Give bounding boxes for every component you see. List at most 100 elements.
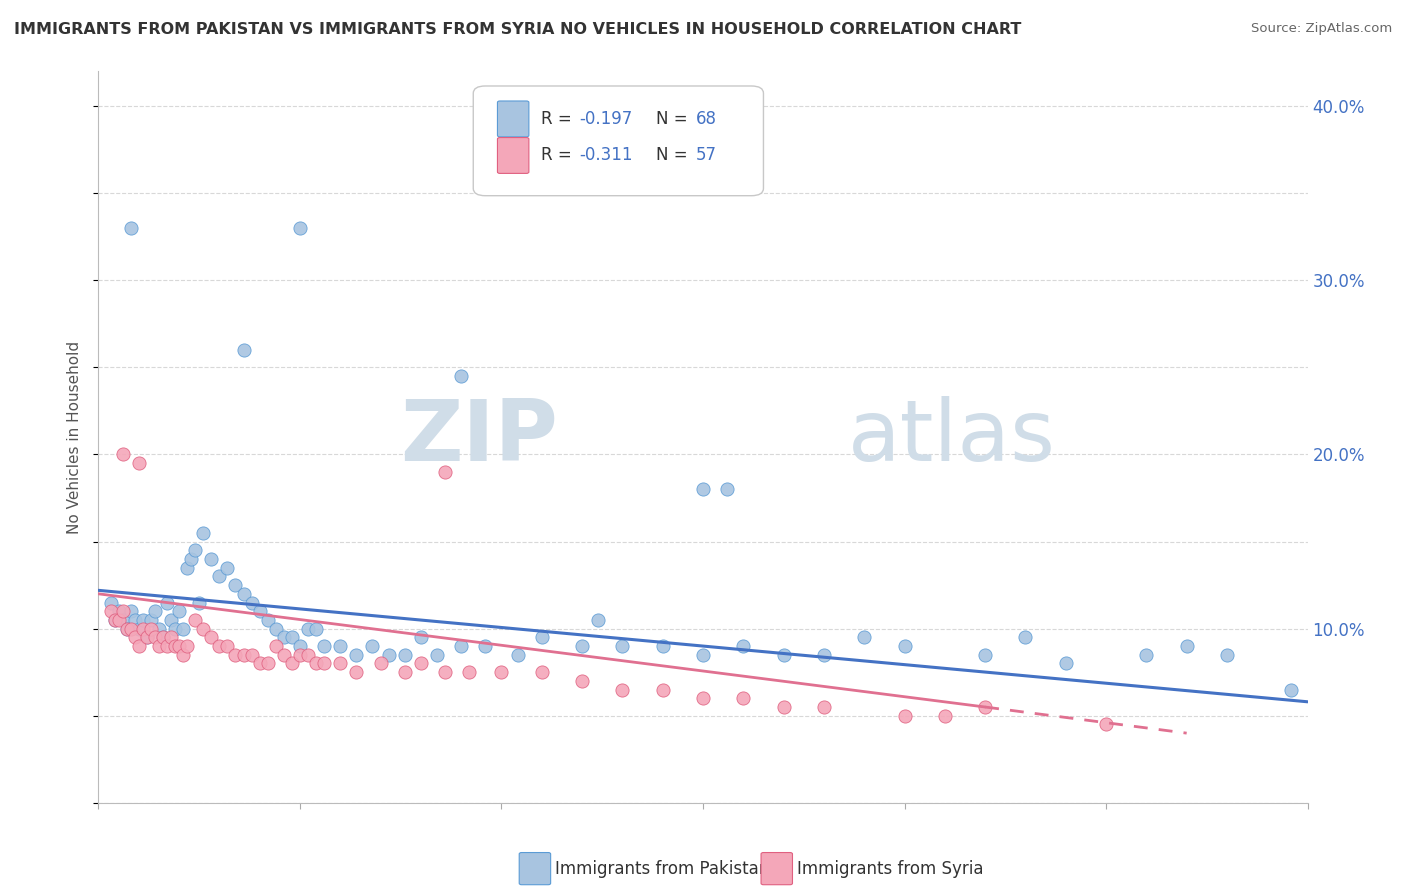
Point (934, 708, 956, 723)
Point (571, 673, 593, 688)
Point (853, 631, 876, 645)
Point (651, 682, 673, 697)
Point (132, 622, 155, 636)
Point (530, 665, 553, 680)
Point (458, 665, 481, 680)
Point (288, 639, 311, 653)
Point (128, 639, 150, 653)
Point (184, 613, 207, 627)
Point (1135, 648, 1157, 662)
Point (612, 639, 634, 653)
Point (772, 648, 794, 662)
Text: Immigrants from Syria: Immigrants from Syria (797, 860, 984, 878)
Point (188, 595, 211, 609)
Point (733, 691, 755, 706)
Point (139, 613, 162, 627)
Point (107, 613, 129, 627)
Point (139, 622, 162, 636)
FancyBboxPatch shape (519, 853, 551, 885)
Point (586, 613, 609, 627)
Point (1054, 657, 1077, 671)
Point (148, 622, 170, 636)
FancyBboxPatch shape (498, 137, 529, 173)
Point (264, 622, 287, 636)
Point (305, 622, 328, 636)
Point (612, 682, 634, 697)
Point (772, 700, 794, 714)
Point (176, 639, 198, 653)
Text: N =: N = (655, 110, 693, 128)
Point (264, 639, 287, 653)
Point (281, 657, 304, 671)
Point (132, 613, 155, 627)
Point (249, 604, 271, 618)
Point (692, 691, 714, 706)
Point (506, 648, 529, 662)
Point (297, 648, 319, 662)
Point (111, 448, 134, 462)
Point (208, 569, 231, 583)
Point (176, 560, 198, 574)
Point (344, 665, 367, 680)
Point (305, 657, 328, 671)
Point (361, 639, 384, 653)
Point (329, 657, 352, 671)
Point (143, 604, 166, 618)
Point (974, 648, 997, 662)
Point (115, 622, 138, 636)
Text: -0.197: -0.197 (579, 110, 633, 128)
Point (111, 604, 134, 618)
Text: R =: R = (541, 110, 576, 128)
Point (100, 595, 122, 609)
Point (135, 631, 157, 645)
Point (152, 631, 174, 645)
Point (240, 648, 263, 662)
Point (426, 648, 449, 662)
Point (530, 631, 553, 645)
Point (434, 465, 457, 479)
Text: 57: 57 (696, 146, 717, 164)
Point (256, 657, 278, 671)
Point (160, 631, 183, 645)
Point (813, 648, 835, 662)
Point (120, 604, 142, 618)
Text: Source: ZipAtlas.com: Source: ZipAtlas.com (1251, 22, 1392, 36)
Point (232, 648, 254, 662)
Point (813, 700, 835, 714)
Point (450, 639, 472, 653)
Point (893, 639, 915, 653)
Point (120, 221, 142, 235)
Point (100, 604, 122, 618)
Point (370, 657, 392, 671)
Point (200, 552, 222, 566)
Point (1095, 717, 1118, 731)
Point (377, 648, 399, 662)
Text: N =: N = (655, 146, 693, 164)
FancyBboxPatch shape (474, 86, 763, 195)
Point (344, 648, 367, 662)
Point (111, 613, 134, 627)
Text: 68: 68 (696, 110, 717, 128)
Text: R =: R = (541, 146, 576, 164)
Point (124, 631, 146, 645)
Point (409, 631, 432, 645)
Point (256, 613, 278, 627)
Point (103, 613, 125, 627)
Point (200, 631, 222, 645)
Point (163, 622, 186, 636)
Point (297, 622, 319, 636)
Point (103, 613, 125, 627)
Point (474, 639, 496, 653)
FancyBboxPatch shape (761, 853, 793, 885)
Point (240, 595, 263, 609)
Point (409, 657, 432, 671)
Point (120, 622, 142, 636)
Point (974, 700, 997, 714)
Point (394, 648, 416, 662)
Point (288, 221, 311, 235)
Text: Immigrants from Pakistan: Immigrants from Pakistan (555, 860, 769, 878)
Point (314, 639, 336, 653)
Point (156, 595, 179, 609)
Point (160, 613, 183, 627)
Point (217, 560, 239, 574)
